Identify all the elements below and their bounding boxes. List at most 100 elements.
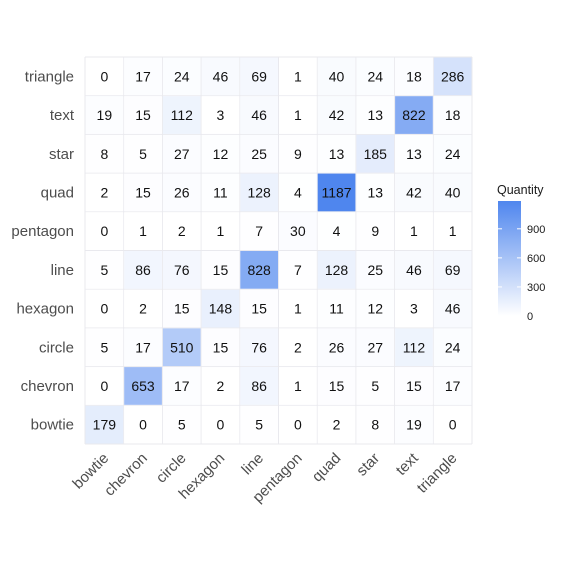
cell-value-label: 1 bbox=[449, 223, 457, 239]
heatmap-cell bbox=[85, 96, 124, 134]
y-tick-label: quad bbox=[41, 184, 74, 201]
cell-layer bbox=[85, 57, 472, 444]
cell-value-label: 42 bbox=[406, 184, 422, 200]
cell-value-label: 24 bbox=[367, 68, 383, 84]
legend-tick-label: 900 bbox=[527, 224, 545, 236]
heatmap-cell bbox=[162, 212, 201, 250]
cell-value-label: 0 bbox=[217, 417, 225, 433]
cell-value-label: 19 bbox=[406, 417, 422, 433]
heatmap-cell bbox=[395, 173, 433, 212]
cell-value-label: 653 bbox=[131, 378, 155, 394]
cell-value-label: 15 bbox=[329, 378, 345, 394]
cell-value-label: 0 bbox=[100, 223, 108, 239]
cell-value-label: 8 bbox=[100, 146, 108, 162]
heatmap-cell bbox=[124, 405, 162, 444]
x-tick-label: text bbox=[393, 449, 423, 479]
heatmap-cell bbox=[356, 251, 395, 289]
cell-value-label: 148 bbox=[209, 301, 233, 317]
heatmap-cell bbox=[356, 134, 395, 173]
heatmap-cell bbox=[317, 251, 356, 289]
heatmap-cell bbox=[240, 134, 278, 173]
cell-value-label: 15 bbox=[174, 301, 190, 317]
cell-value-label: 1 bbox=[294, 378, 302, 394]
cell-value-label: 18 bbox=[445, 107, 461, 123]
y-tick-label: bowtie bbox=[31, 417, 74, 434]
cell-value-label: 1 bbox=[294, 301, 302, 317]
cell-value-label: 5 bbox=[255, 417, 263, 433]
cell-value-label: 76 bbox=[174, 262, 190, 278]
cell-value-label: 5 bbox=[139, 146, 147, 162]
cell-value-label: 15 bbox=[135, 107, 151, 123]
cell-value-label: 13 bbox=[367, 107, 383, 123]
y-tick-label: chevron bbox=[21, 378, 74, 395]
heatmap-cell bbox=[240, 212, 278, 250]
cell-value-label: 5 bbox=[100, 339, 108, 355]
cell-value-label: 1 bbox=[294, 107, 302, 123]
heatmap-cell bbox=[240, 367, 278, 405]
heatmap-cell bbox=[201, 367, 240, 405]
heatmap-cell bbox=[395, 57, 433, 96]
cell-value-label: 9 bbox=[294, 146, 302, 162]
cell-value-label: 4 bbox=[294, 184, 302, 200]
heatmap-cell bbox=[240, 289, 278, 328]
heatmap-cell bbox=[395, 134, 433, 173]
cell-value-label: 46 bbox=[445, 301, 461, 317]
cell-value-label: 42 bbox=[329, 107, 345, 123]
heatmap-cell bbox=[124, 173, 162, 212]
heatmap-cell bbox=[279, 57, 317, 96]
cell-value-label: 5 bbox=[371, 378, 379, 394]
heatmap-cell bbox=[433, 173, 472, 212]
y-tick-label: circle bbox=[39, 339, 74, 356]
cell-value-label: 128 bbox=[247, 184, 271, 200]
cell-value-label: 11 bbox=[213, 184, 228, 200]
cell-value-label: 18 bbox=[406, 68, 422, 84]
heatmap-cell bbox=[317, 212, 356, 250]
heatmap-cell bbox=[124, 289, 162, 328]
cell-value-label: 15 bbox=[135, 184, 151, 200]
heatmap-cell bbox=[395, 367, 433, 405]
cell-value-label: 86 bbox=[135, 262, 151, 278]
heatmap-cell bbox=[162, 57, 201, 96]
cell-value-label: 26 bbox=[329, 339, 345, 355]
heatmap-cell bbox=[279, 134, 317, 173]
cell-value-label: 1 bbox=[217, 223, 225, 239]
heatmap-cell bbox=[395, 328, 433, 367]
heatmap-cell bbox=[279, 328, 317, 367]
legend-ticks: 0 300 600 900 bbox=[498, 224, 545, 323]
legend-tick-label: 600 bbox=[527, 253, 545, 265]
heatmap-cell bbox=[201, 328, 240, 367]
heatmap-cell bbox=[162, 367, 201, 405]
cell-value-label: 24 bbox=[445, 146, 461, 162]
heatmap-cell bbox=[317, 134, 356, 173]
heatmap-cell bbox=[124, 212, 162, 250]
heatmap-cell bbox=[356, 57, 395, 96]
cell-value-label: 17 bbox=[135, 68, 151, 84]
heatmap-cell bbox=[201, 173, 240, 212]
cell-value-label: 1 bbox=[294, 68, 302, 84]
heatmap-cell bbox=[433, 251, 472, 289]
cell-value-label: 4 bbox=[333, 223, 341, 239]
heatmap-cell bbox=[85, 405, 124, 444]
cell-value-label: 7 bbox=[294, 262, 302, 278]
cell-value-label: 112 bbox=[403, 339, 426, 355]
y-axis-tick-labels: bowtie chevron circle hexagon line pentagon qu… bbox=[11, 68, 74, 433]
cell-value-label: 19 bbox=[97, 107, 113, 123]
heatmap-cell bbox=[201, 289, 240, 328]
heatmap-cell bbox=[317, 328, 356, 367]
cell-value-label: 40 bbox=[329, 68, 345, 84]
heatmap-cell bbox=[85, 328, 124, 367]
heatmap-cell bbox=[395, 96, 433, 134]
heatmap-cell bbox=[395, 405, 433, 444]
cell-value-label: 0 bbox=[139, 417, 147, 433]
heatmap-cell bbox=[433, 367, 472, 405]
heatmap-cell bbox=[201, 134, 240, 173]
heatmap-cell bbox=[240, 251, 278, 289]
heatmap-cell bbox=[433, 405, 472, 444]
cell-value-label: 2 bbox=[294, 339, 302, 355]
heatmap-cell bbox=[124, 57, 162, 96]
heatmap-cell bbox=[240, 173, 278, 212]
y-tick-label: star bbox=[49, 146, 74, 163]
heatmap-cell bbox=[201, 57, 240, 96]
grid-layer bbox=[84, 56, 473, 445]
heatmap-cell bbox=[317, 367, 356, 405]
